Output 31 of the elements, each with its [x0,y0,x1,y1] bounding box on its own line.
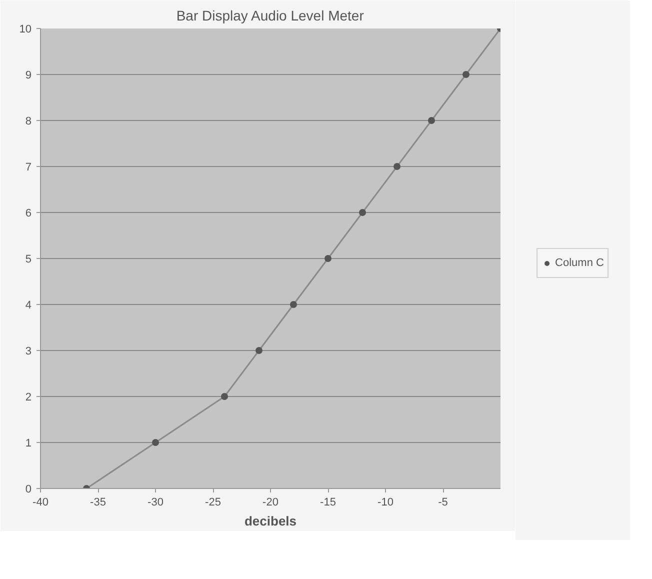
point [324,255,332,262]
x-tick-label: -10 [378,496,394,508]
chart-title: Bar Display Audio Level Meter [176,8,364,24]
point [221,393,228,400]
legend-label: Column C [555,256,604,268]
y-tick-label: 2 [25,392,32,404]
point [152,439,159,446]
y-tick-label: 3 [25,346,32,358]
point [394,163,400,170]
y-tick-label: 4 [25,300,32,312]
y-tick-label: 9 [25,70,32,82]
x-axis-title: decibels [244,514,297,528]
x-tick-label: -5 [438,496,448,508]
x-tick-label: -15 [320,496,336,508]
point [256,347,262,354]
x-tick-label: -35 [90,496,106,508]
point [290,301,297,308]
point [428,117,435,124]
y-tick-label: 1 [25,438,32,450]
point [462,71,470,78]
x-tick-label: -40 [32,496,48,508]
y-tick-label: 10 [19,24,32,36]
point [359,209,366,216]
y-tick-label: 7 [25,162,32,174]
x-tick-label: -30 [148,496,164,508]
y-tick-label: 6 [25,208,32,220]
y-tick-label: 0 [25,484,32,496]
x-tick-label: -20 [262,496,278,508]
y-tick-label: 8 [25,116,32,128]
x-tick-label: -25 [205,496,221,508]
y-tick-label: 5 [25,254,32,266]
